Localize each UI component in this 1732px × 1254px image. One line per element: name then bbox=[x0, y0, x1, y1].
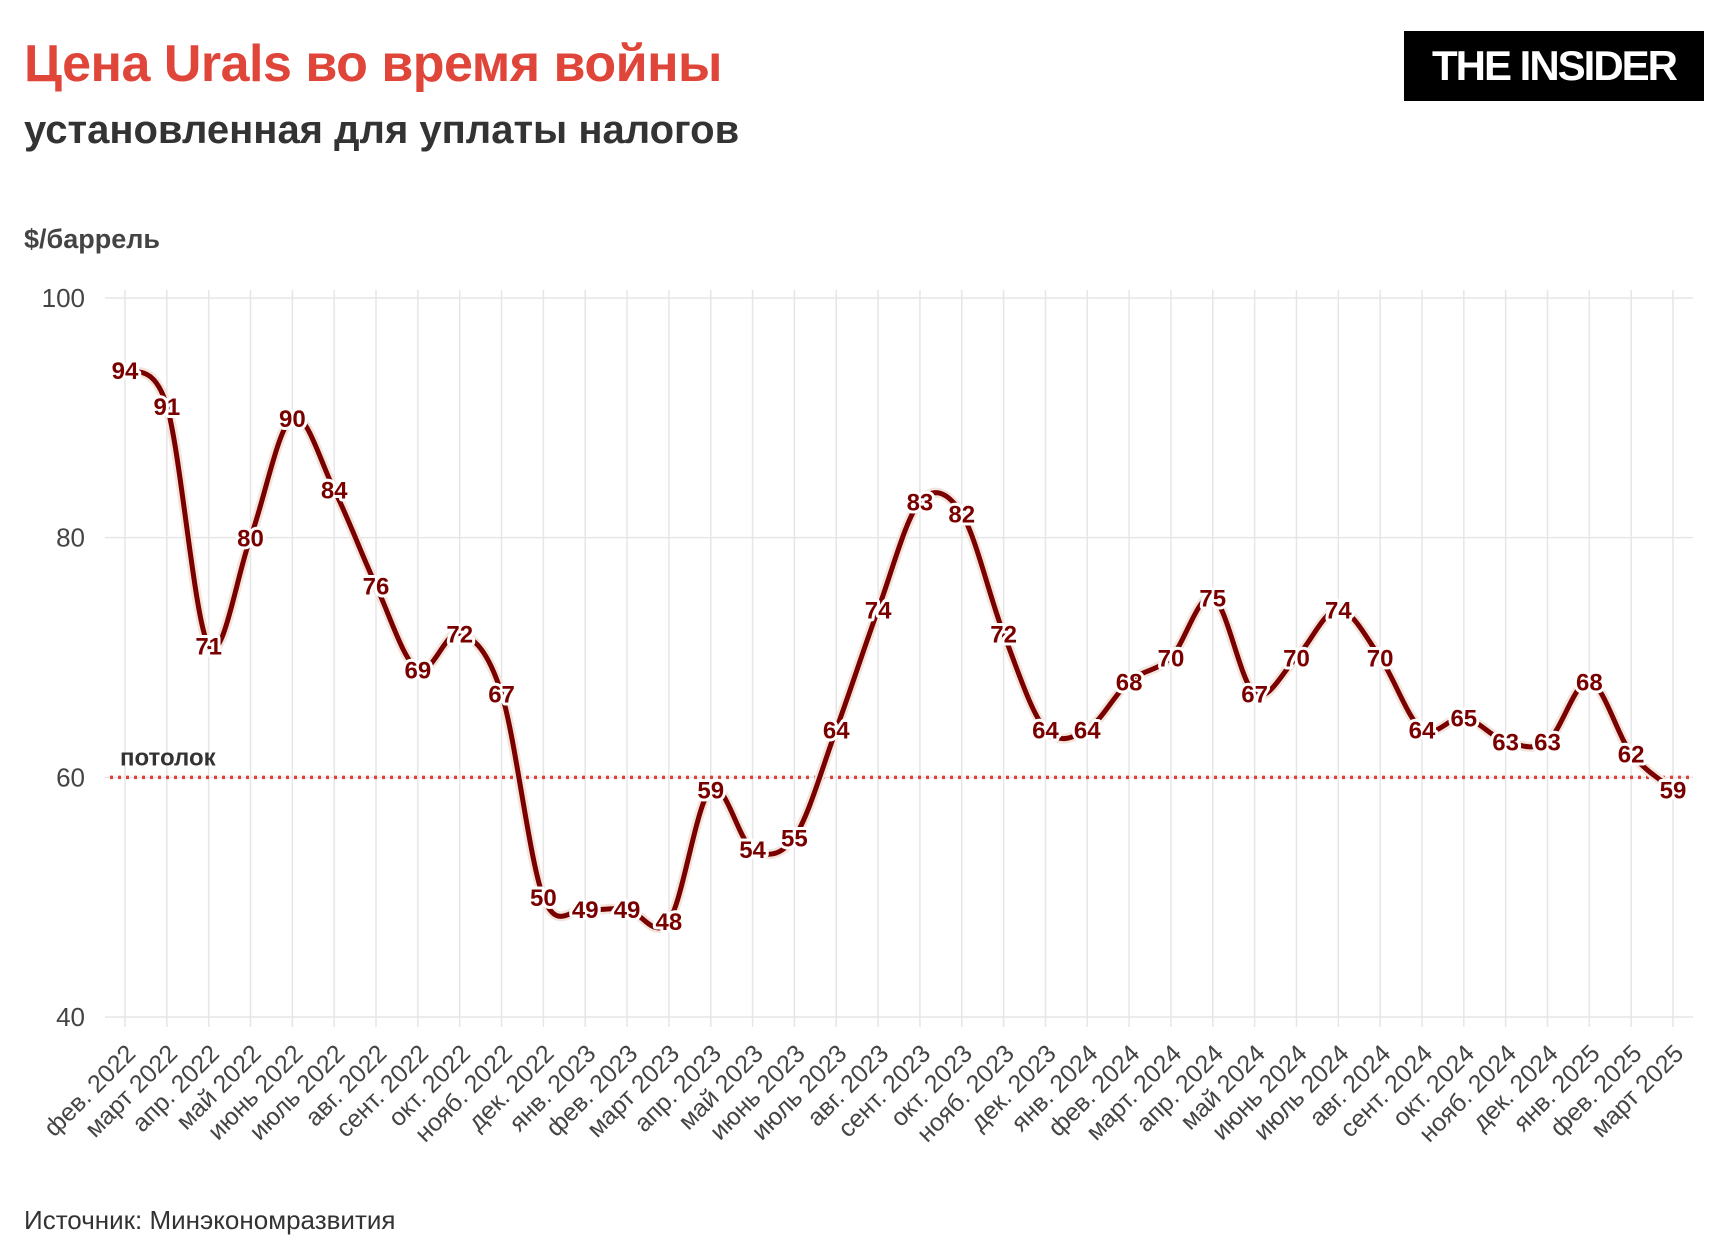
data-label: 68 bbox=[1116, 669, 1143, 696]
data-label: 64 bbox=[823, 717, 850, 744]
data-label: 91 bbox=[153, 394, 180, 421]
data-label: 59 bbox=[697, 777, 724, 804]
y-tick-label: 100 bbox=[42, 283, 85, 313]
ceiling-label: потолок bbox=[120, 744, 217, 771]
data-label: 70 bbox=[1158, 646, 1185, 673]
data-label: 72 bbox=[990, 622, 1017, 649]
data-label: 80 bbox=[237, 526, 264, 553]
data-label: 50 bbox=[530, 885, 557, 912]
data-label: 83 bbox=[907, 490, 934, 517]
source-note: Источник: Минэкономразвития bbox=[24, 1205, 396, 1235]
data-label: 68 bbox=[1576, 669, 1603, 696]
data-label: 67 bbox=[488, 681, 515, 708]
data-label: 67 bbox=[1241, 681, 1268, 708]
y-tick-label: 60 bbox=[56, 762, 85, 792]
data-label: 75 bbox=[1199, 586, 1226, 613]
data-label: 70 bbox=[1283, 646, 1310, 673]
data-label: 72 bbox=[446, 622, 473, 649]
data-label: 64 bbox=[1409, 717, 1436, 744]
y-tick-label: 40 bbox=[56, 1002, 85, 1032]
data-label: 69 bbox=[405, 657, 432, 684]
data-label: 90 bbox=[279, 406, 306, 433]
data-label: 74 bbox=[865, 598, 892, 625]
the-insider-logo: THE INSIDER bbox=[1404, 31, 1704, 101]
data-label: 65 bbox=[1450, 705, 1477, 732]
data-label: 55 bbox=[781, 825, 808, 852]
data-label: 62 bbox=[1618, 741, 1645, 768]
data-label: 74 bbox=[1325, 598, 1352, 625]
data-label: 64 bbox=[1074, 717, 1101, 744]
y-tick-label: 80 bbox=[56, 523, 85, 553]
data-label: 48 bbox=[656, 909, 683, 936]
data-label: 70 bbox=[1367, 646, 1394, 673]
data-label: 63 bbox=[1492, 729, 1519, 756]
series-line-halo bbox=[121, 365, 1677, 933]
data-label: 63 bbox=[1534, 729, 1561, 756]
data-label: 76 bbox=[363, 574, 390, 601]
data-label: 71 bbox=[195, 634, 222, 661]
data-label: 84 bbox=[321, 478, 348, 505]
data-label: 59 bbox=[1660, 777, 1687, 804]
data-label: 54 bbox=[739, 837, 766, 864]
y-axis-label: $/баррель bbox=[24, 224, 160, 254]
series-line bbox=[123, 367, 1675, 931]
chart-subtitle: установленная для уплаты налогов bbox=[24, 108, 740, 152]
data-label: 82 bbox=[948, 502, 975, 529]
chart-title: Цена Urals во время войны bbox=[24, 35, 722, 93]
data-label: 49 bbox=[614, 897, 641, 924]
data-label: 94 bbox=[112, 358, 139, 385]
data-label: 49 bbox=[572, 897, 599, 924]
data-label: 64 bbox=[1032, 717, 1059, 744]
